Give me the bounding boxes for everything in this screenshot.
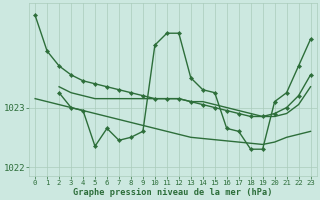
X-axis label: Graphe pression niveau de la mer (hPa): Graphe pression niveau de la mer (hPa) — [73, 188, 273, 197]
